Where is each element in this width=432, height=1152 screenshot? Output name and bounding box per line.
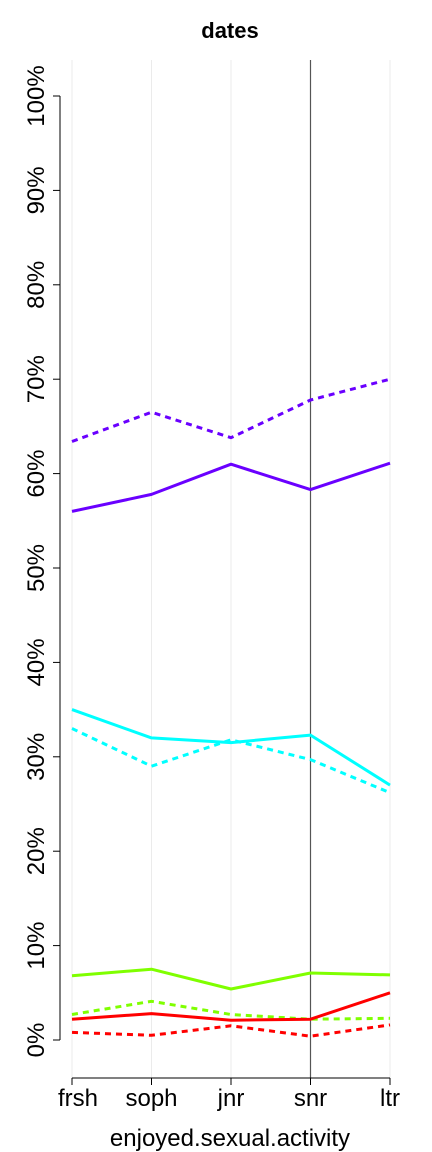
y-tick-label: 50%: [23, 544, 50, 592]
y-tick-label: 0%: [23, 1023, 50, 1058]
x-tick-label: soph: [125, 1085, 177, 1112]
axes: [53, 95, 391, 1085]
y-tick-label: 20%: [23, 827, 50, 875]
x-tick-label: snr: [294, 1085, 327, 1112]
y-tick-label: 10%: [23, 922, 50, 970]
y-tick-label: 80%: [23, 261, 50, 309]
y-tick-label: 90%: [23, 166, 50, 214]
y-tick-label: 40%: [23, 638, 50, 686]
y-tick-label: 60%: [23, 450, 50, 498]
x-axis-title: enjoyed.sexual.activity: [110, 1125, 350, 1152]
tick-labels: 0% 10% 20% 30% 40% 50% 60% 70% 80% 90% 100% frsh sop…: [23, 65, 400, 1112]
x-tick-label: ltr: [380, 1085, 400, 1112]
x-tick-label: frsh: [58, 1085, 98, 1112]
series-line-5: [71, 999, 391, 1021]
chart-title: dates: [201, 18, 258, 43]
series-line-3: [71, 727, 391, 795]
grid: [71, 60, 391, 1078]
series-group: [71, 377, 391, 1038]
y-tick-label: 30%: [23, 733, 50, 781]
y-tick-label: 70%: [23, 355, 50, 403]
x-tick-label: jnr: [217, 1085, 245, 1112]
y-tick-label: 100%: [23, 65, 50, 126]
